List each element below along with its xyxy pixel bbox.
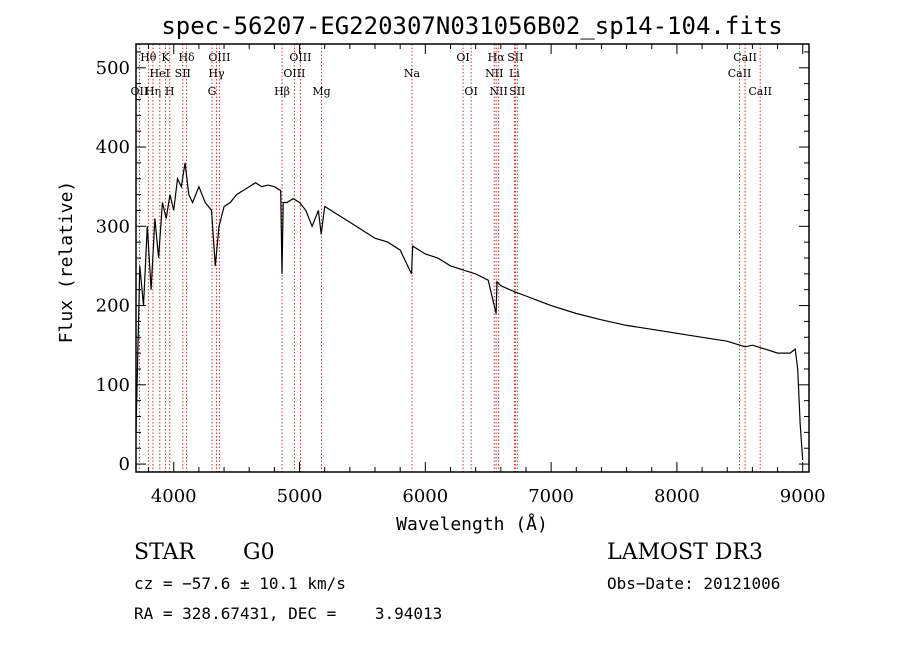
x-tick-label-5: 9000 — [780, 486, 826, 507]
marker-label-20: NII — [490, 85, 508, 98]
marker-label-14: Mg — [312, 85, 330, 98]
marker-label-1: OII — [131, 85, 149, 98]
marker-label-21: SII — [507, 51, 523, 64]
marker-label-25: CaII — [728, 67, 752, 80]
x-tick-label-3: 7000 — [528, 486, 574, 507]
x-tick-label-0: 4000 — [151, 486, 197, 507]
marker-label-4: SII — [175, 67, 191, 80]
marker-label-19: NII — [485, 67, 503, 80]
marker-label-22: Li — [509, 67, 520, 80]
obs-date: Obs−Date: 20121006 — [607, 574, 781, 593]
marker-label-24: CaII — [733, 51, 757, 64]
y-tick-label-3: 300 — [96, 216, 130, 237]
plot-frame — [135, 43, 810, 473]
marker-label-3: HeI — [150, 67, 170, 80]
flux-series-line — [135, 162, 804, 461]
x-axis: 4000 5000 6000 7000 8000 9000 — [148, 44, 826, 507]
marker-label-8: OIII — [208, 51, 230, 64]
marker-label-6: H — [165, 85, 175, 98]
marker-label-26: CaII — [748, 85, 772, 98]
y-axis-label: Flux (relative) — [56, 181, 77, 344]
marker-label-18: Hα — [488, 51, 506, 64]
x-tick-label-1: 5000 — [277, 486, 323, 507]
subclass: G0 — [243, 540, 275, 565]
coordinates: RA = 328.67431, DEC = 3.94013 — [134, 604, 443, 623]
y-tick-label-1: 100 — [96, 375, 130, 396]
marker-label-12: OIII — [289, 51, 311, 64]
marker-label-0: Hθ — [140, 51, 157, 64]
marker-label-5: K — [161, 51, 170, 64]
redshift-cz: cz = −57.6 ± 10.1 km/s — [134, 574, 346, 593]
x-tick-label-4: 8000 — [654, 486, 700, 507]
x-tick-label-2: 6000 — [402, 486, 448, 507]
marker-label-17: OI — [464, 85, 477, 98]
marker-label-10: G — [208, 85, 217, 98]
y-tick-label-2: 200 — [96, 296, 130, 317]
marker-label-2: Hη — [145, 85, 161, 98]
x-axis-label: Wavelength (Å) — [396, 513, 548, 535]
marker-label-7: Hδ — [178, 51, 195, 64]
y-axis: 0 100 200 300 400 500 — [96, 51, 809, 475]
marker-label-15: Na — [404, 67, 421, 80]
y-tick-label-5: 500 — [96, 58, 130, 79]
marker-label-23: SII — [509, 85, 525, 98]
marker-label-9: Hγ — [208, 67, 225, 80]
marker-label-11: Hβ — [274, 85, 290, 98]
chart-title: spec-56207-EG220307N031056B02_sp14-104.f… — [161, 12, 782, 40]
marker-label-16: OI — [456, 51, 469, 64]
object-type: STAR — [134, 540, 195, 565]
marker-label-13: OIII — [283, 67, 305, 80]
y-tick-label-4: 400 — [96, 137, 130, 158]
y-tick-label-0: 0 — [119, 454, 130, 475]
survey-name: LAMOST DR3 — [607, 540, 763, 565]
